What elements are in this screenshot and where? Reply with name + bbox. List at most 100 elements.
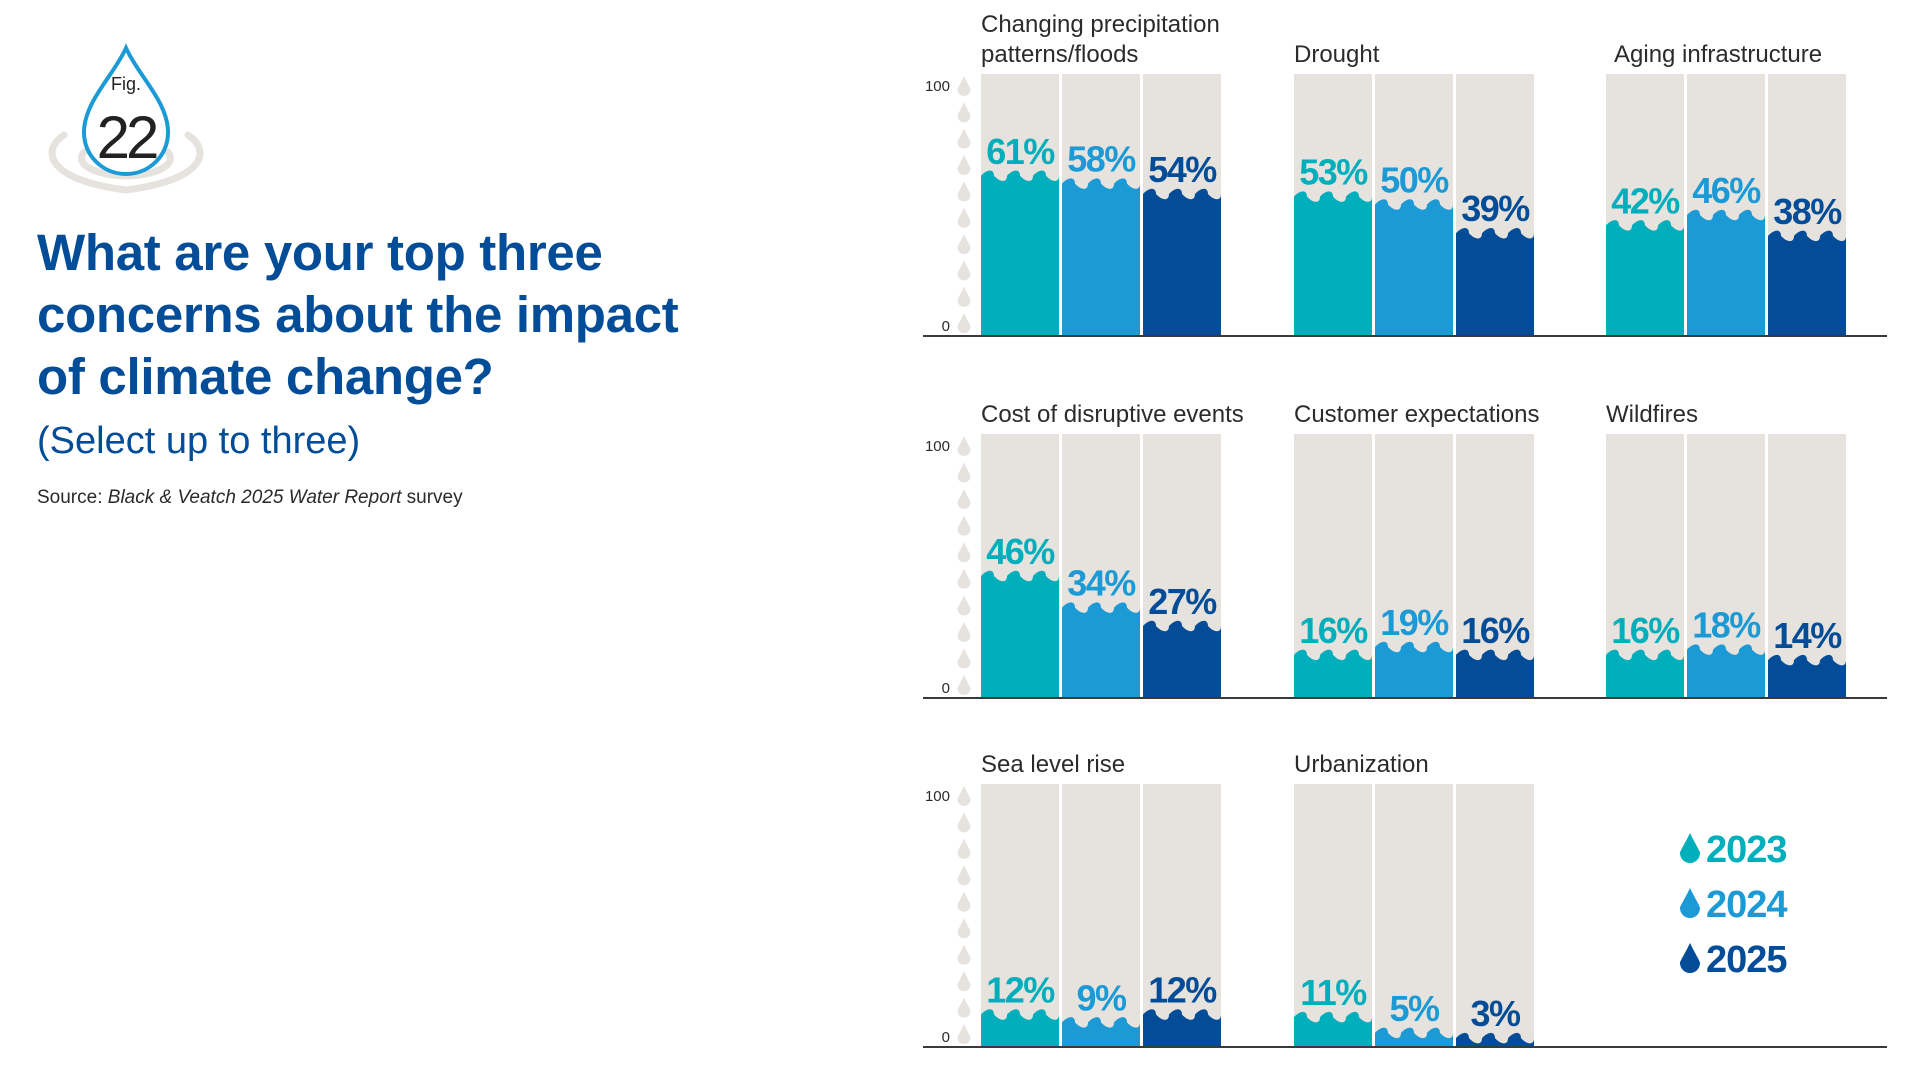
axis-drop-icon xyxy=(957,918,971,939)
axis-drop-icon xyxy=(957,462,971,483)
panel-title: Urbanization xyxy=(1294,751,1429,778)
bar-2025 xyxy=(1768,230,1846,335)
value-label: 39% xyxy=(1461,188,1530,229)
y-tick-label: 0 xyxy=(942,1029,950,1046)
value-label: 53% xyxy=(1299,152,1368,193)
panel-title: Wildfires xyxy=(1606,401,1698,428)
value-label: 50% xyxy=(1380,160,1449,201)
bar-2023 xyxy=(981,170,1059,335)
axis-drop-icon xyxy=(957,436,971,456)
panel-drought: Drought 53% 50% 39% xyxy=(1294,41,1534,335)
y-tick-label: 100 xyxy=(925,78,950,95)
y-tick-label: 0 xyxy=(942,318,950,335)
axis-drop-icon xyxy=(957,621,971,642)
bar-2024 xyxy=(1375,641,1453,697)
bar-track xyxy=(1062,784,1140,1046)
axis-drop-icon xyxy=(957,786,971,807)
source-prefix: Source: xyxy=(37,487,108,508)
axis-drop-icon xyxy=(957,207,971,228)
bar-2023 xyxy=(1294,191,1372,335)
figure-badge: Fig. 22 xyxy=(48,43,204,194)
bar-track xyxy=(1294,784,1372,1046)
value-label: 19% xyxy=(1380,602,1449,643)
bar-2024 xyxy=(1062,602,1140,697)
subtitle: (Select up to three) xyxy=(37,420,361,462)
panel-cost-of-disruptive-events: Cost of disruptive events 46% 34% 27% xyxy=(981,401,1244,697)
bar-2025 xyxy=(1768,654,1846,697)
value-label: 46% xyxy=(986,531,1055,572)
axis-row-1: 100 0 xyxy=(923,76,1887,337)
title-line: concerns about the impact xyxy=(37,286,679,343)
bar-track xyxy=(981,784,1059,1046)
axis-drop-icon xyxy=(957,997,971,1018)
value-label: 58% xyxy=(1067,139,1136,180)
panel-title: Cost of disruptive events xyxy=(981,401,1244,428)
panel-title: Aging infrastructure xyxy=(1614,41,1822,68)
bar-2025 xyxy=(1456,649,1534,697)
bar-2024 xyxy=(1687,209,1765,335)
source-suffix: survey xyxy=(401,487,463,508)
axis-drop-icon xyxy=(957,181,971,202)
axis-drop-icon xyxy=(957,76,971,96)
axis-drop-icon xyxy=(957,489,971,510)
panel-wildfires: Wildfires 16% 18% 14% xyxy=(1606,401,1846,697)
legend-label: 2023 xyxy=(1706,829,1787,871)
legend: 2023 2024 2025 xyxy=(1680,829,1788,981)
value-label: 34% xyxy=(1067,563,1136,604)
value-label: 14% xyxy=(1773,615,1842,656)
bar-2023 xyxy=(1606,220,1684,335)
bar-2023 xyxy=(1294,1011,1372,1046)
legend-label: 2024 xyxy=(1706,884,1787,926)
axis-drop-icon xyxy=(957,648,971,669)
value-label: 16% xyxy=(1299,610,1368,651)
bar-2025 xyxy=(1143,1009,1221,1046)
axis-drop-icon xyxy=(957,865,971,886)
value-label: 27% xyxy=(1148,581,1217,622)
panel-urbanization: Urbanization 11% 5% 3% xyxy=(1294,751,1534,1046)
bar-2023 xyxy=(981,570,1059,697)
bar-track xyxy=(1375,784,1453,1046)
value-label: 18% xyxy=(1692,605,1761,646)
legend-drop-icon xyxy=(1680,833,1700,863)
bar-2024 xyxy=(1062,1017,1140,1046)
panel-customer-expectations: Customer expectations 16% 19% 16% xyxy=(1294,401,1539,697)
bar-2024 xyxy=(1062,178,1140,335)
panel-aging-infrastructure: Aging infrastructure 42% 46% 38% xyxy=(1606,41,1846,335)
value-label: 61% xyxy=(986,131,1055,172)
axis-drop-icon xyxy=(957,155,971,176)
axis-drop-icon xyxy=(957,595,971,616)
panel-sea-level-rise: Sea level rise 12% 9% 12% xyxy=(981,751,1221,1046)
bar-track xyxy=(1143,784,1221,1046)
value-label: 5% xyxy=(1389,988,1440,1029)
bar-2025 xyxy=(1143,188,1221,335)
panel-title: Drought xyxy=(1294,41,1380,68)
axis-drop-icon xyxy=(957,675,971,696)
bar-2025 xyxy=(1456,227,1534,335)
axis-drop-icon xyxy=(957,568,971,589)
axis-drop-icon xyxy=(957,234,971,255)
figure-label: Fig. xyxy=(111,74,141,94)
value-label: 38% xyxy=(1773,191,1842,232)
bar-2024 xyxy=(1375,1027,1453,1046)
axis-drop-icon xyxy=(957,515,971,536)
legend-label: 2025 xyxy=(1706,939,1787,981)
page-title: What are your top three concerns about t… xyxy=(37,222,737,408)
bar-track xyxy=(1456,434,1534,697)
value-label: 54% xyxy=(1148,149,1217,190)
bar-2024 xyxy=(1375,199,1453,335)
bar-track xyxy=(1294,434,1372,697)
title-line: What are your top three xyxy=(37,224,603,281)
axis-drop-icon xyxy=(957,891,971,912)
y-tick-label: 100 xyxy=(925,438,950,455)
y-tick-label: 100 xyxy=(925,788,950,805)
axis-drop-icon xyxy=(957,313,971,334)
bar-2025 xyxy=(1456,1032,1534,1046)
bar-track xyxy=(1456,784,1534,1046)
value-label: 42% xyxy=(1611,180,1680,221)
panel-title: Customer expectations xyxy=(1294,401,1539,428)
axis-row-3: 100 0 xyxy=(923,786,1887,1048)
axis-drop-icon xyxy=(957,542,971,563)
legend-drop-icon xyxy=(1680,888,1700,918)
axis-row-2: 100 0 xyxy=(923,436,1887,699)
